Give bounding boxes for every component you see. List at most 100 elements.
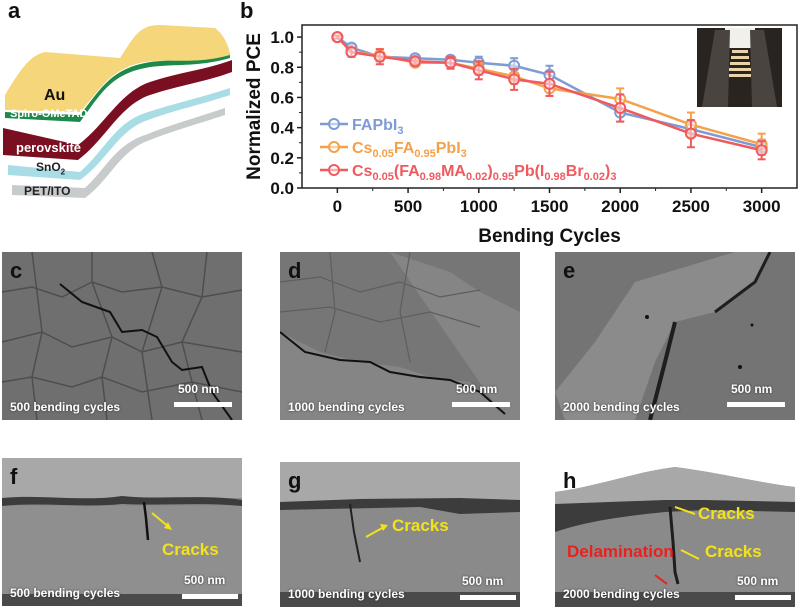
legend-entry-1: Cs0.05FA0.95PbI3 [320,140,467,160]
pce-chart: 0.00.20.40.60.81.00 500 1000 1500 2000 2500 30… [244,24,798,247]
layer-petito [12,108,225,198]
legend-label-part: FAPbI [352,117,397,134]
panel-letter-b: b [240,0,254,23]
legend-label-part: ) [487,163,492,180]
inset-photo [697,28,782,107]
annotation-cracks-h-2: Cracks [705,542,762,561]
x-axis-title: Bending Cycles [478,226,621,247]
layer-sno2 [8,88,230,180]
annotation-delamination-h: Delamination [567,542,674,561]
legend-label-part: Br [566,163,584,180]
legend-label-part: 0.95 [414,148,435,160]
legend-marker [328,118,340,130]
legend-label-part: 3 [461,148,467,160]
sem-grains-texture [280,252,520,420]
caption-d: 1000 bending cycles [288,400,405,414]
series-2 [331,31,768,161]
data-point [345,46,358,59]
crack-line [280,331,506,415]
sem-grains-texture [555,252,772,420]
y-axis-title: Normalized PCE [244,33,265,180]
label-petito: PET/ITO [24,184,71,198]
y-tick-label: 0.2 [270,149,294,168]
caption-h: 2000 bending cycles [563,587,680,601]
delamination-arrow [654,574,668,585]
caption-e: 2000 bending cycles [563,400,680,414]
scale-bar-c [174,402,232,407]
panel-letter-d: d [288,258,302,283]
panel-letter-h: h [563,468,577,493]
panel-letter-f: f [10,464,18,489]
legend-label: FAPbI3 [352,117,403,137]
x-tick-label: 2000 [601,197,639,216]
crack-arrow [674,506,696,515]
label-sno2: SnO2 [36,160,65,176]
annotation-cracks-f: Cracks [162,540,219,559]
caption-c: 500 bending cycles [10,400,121,414]
layer-stack-diagram [3,25,232,198]
y-tick-label: 0.6 [270,88,294,107]
label-sno2-sub: 2 [60,167,66,177]
legend-label-part: ) [605,163,610,180]
y-tick-label: 0.4 [270,119,294,138]
scale-label-e: 500 nm [731,382,773,396]
y-tick-label: 0.0 [270,179,294,198]
caption-f: 500 bending cycles [10,586,121,600]
panel-g-cross-section-image: g Cracks 1000 bending cycles 500 nm [280,462,520,607]
data-point [444,56,457,69]
chart-series [331,31,768,161]
legend-marker [328,141,340,153]
layer-perovskite [3,60,232,160]
panel-b-chart: b 0.0 0.2 0.4 0.6 0.8 1.0 0 500 1000 1500 2000 2500… [240,0,799,250]
annotation-cracks-g: Cracks [392,516,449,535]
label-spiro: Spiro-OMeTAD [10,108,88,120]
panel-d-sem-image: d 1000 bending cycles 500 nm [280,252,520,420]
legend-label: Cs0.05FA0.95PbI3 [352,140,467,160]
caption-g: 1000 bending cycles [288,587,405,601]
legend-marker [328,164,340,176]
legend-label-part: Cs [352,163,373,180]
x-tick-label: 2500 [672,197,710,216]
data-point [543,77,556,90]
legend-label-part: FA [394,140,415,157]
x-tick-label: 1500 [531,197,569,216]
label-sno2-main: SnO [36,160,61,174]
chart-legend: FAPbI3Cs0.05FA0.95PbI3Cs0.05(FA0.98MA0.0… [320,117,616,183]
data-point [755,144,768,157]
scale-bar-h [735,595,791,600]
x-tick-label: 0 [333,197,342,216]
data-point [373,50,386,63]
y-tick-label: 0.8 [270,58,294,77]
cross-section-texture [2,458,242,606]
legend-label-part: 0.02 [466,171,487,183]
data-point [331,31,344,44]
y-tick-label: 1.0 [270,28,294,47]
legend-label-part: MA [441,163,466,180]
x-tick-label: 1000 [460,197,498,216]
legend-entry-2: Cs0.05(FA0.98MA0.02)0.95Pb(I0.98Br0.02)3 [320,163,616,183]
data-point [472,64,485,77]
scale-label-d: 500 nm [456,382,498,396]
layer-spiro [5,53,230,122]
scale-bar-e [727,402,785,407]
annotation-cracks-h-1: Cracks [698,504,755,523]
sem-grains-texture [2,252,242,420]
data-point [409,55,422,68]
legend-label-part: 0.98 [420,171,441,183]
legend-entry-0: FAPbI3 [320,117,403,137]
x-tick-label: 3000 [743,197,781,216]
panel-h-cross-section-image: h Cracks Cracks Delamination 2000 bendin… [555,462,795,607]
panel-e-sem-image: e 2000 bending cycles 500 nm [555,252,795,420]
panel-letter-e: e [563,258,576,283]
legend-label-part: 0.98 [544,171,565,183]
legend-label-part: PbI [436,140,461,157]
crack-line [142,501,150,541]
chart-axes: 0.00.20.40.60.81.00 500 1000 1500 2000 2500 30… [244,24,798,247]
legend-label-part: 0.02 [584,171,605,183]
panel-a-device-schematic: a Au Spiro-OMeTAD perovskite SnO2 PET/IT… [0,0,240,220]
data-point [614,102,627,115]
x-tick-label: 500 [394,197,422,216]
data-point [508,73,521,86]
legend-label-part: 0.95 [493,171,514,183]
scale-bar-f [182,594,238,599]
